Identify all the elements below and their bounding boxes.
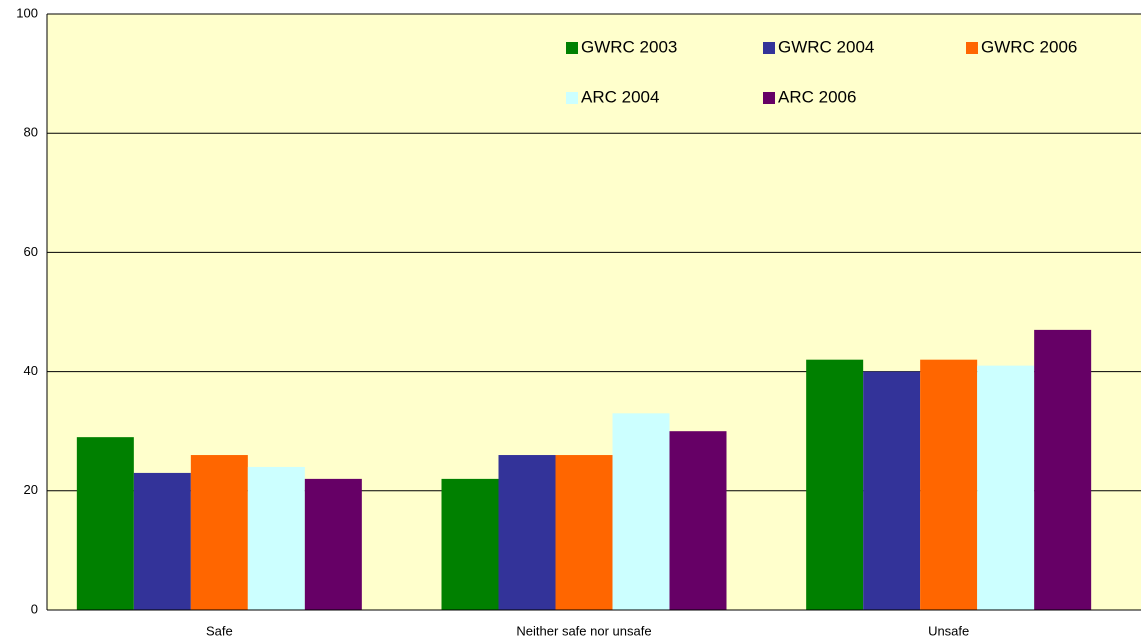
legend-label: ARC 2004 — [581, 87, 659, 106]
legend-label: GWRC 2004 — [778, 37, 874, 56]
bar — [190, 455, 248, 610]
y-tick-label: 40 — [24, 363, 38, 378]
bar — [498, 455, 556, 610]
bar — [304, 478, 362, 610]
bar — [555, 455, 613, 610]
bar — [133, 472, 191, 610]
y-tick-label: 60 — [24, 244, 38, 259]
x-tick-label: Unsafe — [928, 623, 969, 638]
bar — [669, 431, 727, 610]
bar — [920, 359, 978, 610]
bar — [806, 359, 864, 610]
y-tick-label: 20 — [24, 482, 38, 497]
legend-label: ARC 2006 — [778, 87, 856, 106]
y-tick-label: 100 — [16, 5, 38, 20]
bar — [863, 371, 921, 610]
bar — [977, 365, 1035, 610]
bar — [76, 437, 134, 610]
bar — [1034, 329, 1092, 610]
y-tick-label: 80 — [24, 125, 38, 140]
legend-swatch — [763, 92, 775, 104]
legend-swatch — [966, 42, 978, 54]
legend-swatch — [763, 42, 775, 54]
legend-label: GWRC 2003 — [581, 37, 677, 56]
bar — [612, 413, 670, 610]
x-tick-label: Neither safe nor unsafe — [516, 623, 651, 638]
x-tick-label: Safe — [206, 623, 233, 638]
bar — [247, 466, 305, 610]
legend-swatch — [566, 42, 578, 54]
legend-label: GWRC 2006 — [981, 37, 1077, 56]
y-tick-label: 0 — [31, 601, 38, 616]
legend-swatch — [566, 92, 578, 104]
bar — [441, 478, 499, 610]
